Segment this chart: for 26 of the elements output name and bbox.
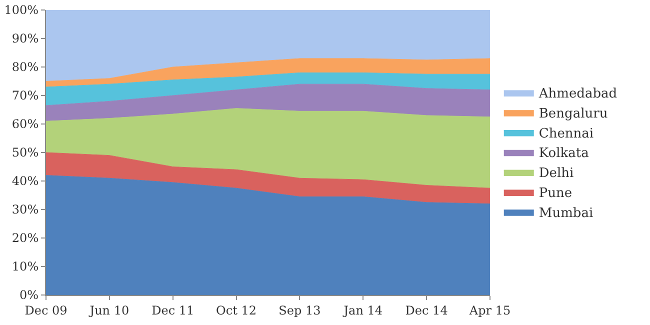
y-tick-label: 0% bbox=[20, 288, 39, 302]
y-tick-label: 20% bbox=[12, 231, 39, 246]
y-tick-label: 60% bbox=[12, 117, 39, 132]
x-tick-label: Oct 12 bbox=[216, 303, 257, 318]
y-tick-label: 30% bbox=[12, 202, 39, 217]
legend-label: Bengaluru bbox=[538, 106, 608, 122]
y-tick-label: 80% bbox=[12, 60, 39, 74]
y-tick-label: 10% bbox=[12, 260, 39, 274]
y-tick-label: 40% bbox=[12, 174, 39, 188]
legend-label: Mumbai bbox=[538, 206, 594, 221]
x-tick-label: Sep 13 bbox=[278, 303, 321, 318]
y-tick-label: 70% bbox=[12, 88, 39, 103]
legend-label: Kolkata bbox=[538, 146, 590, 162]
y-tick-label: 50% bbox=[12, 146, 39, 160]
x-tick-label: Apr 15 bbox=[468, 303, 511, 318]
x-tick-label: Dec 11 bbox=[152, 303, 194, 318]
legend-label: Chennai bbox=[538, 126, 594, 142]
x-tick-label: Dec 09 bbox=[24, 303, 68, 318]
legend-label: Delhi bbox=[538, 166, 574, 182]
y-tick-label: 100% bbox=[4, 3, 39, 18]
x-tick-label: Dec 14 bbox=[405, 303, 448, 318]
legend-label: Ahmedabad bbox=[538, 86, 618, 102]
x-tick-label: Jan 14 bbox=[342, 303, 383, 318]
x-tick-label: Jun 10 bbox=[88, 303, 130, 318]
y-tick-label: 90% bbox=[12, 32, 39, 46]
legend-label: Pune bbox=[538, 186, 572, 202]
